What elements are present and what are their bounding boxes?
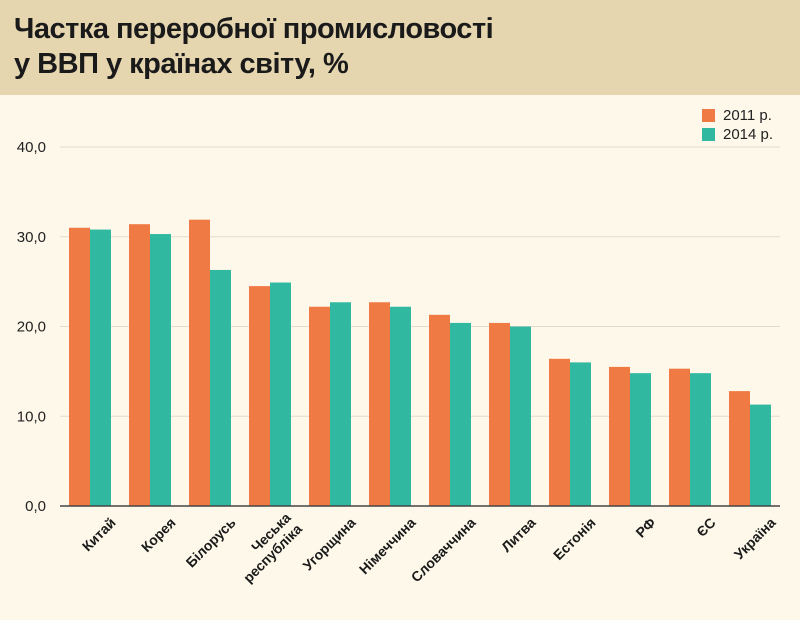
bar-2011: [69, 227, 90, 506]
x-tick-label-line: Угорщина: [300, 514, 359, 573]
x-tick-label: Білорусь: [182, 514, 238, 570]
x-tick-label-line: Німеччина: [356, 514, 419, 577]
x-tick-label-line: Україна: [731, 514, 779, 562]
legend-swatch-2011: [702, 109, 715, 122]
bar-2014: [210, 269, 231, 506]
x-tick-label: Чеськареспубліка: [229, 509, 306, 586]
bar-2014: [390, 306, 411, 506]
bar-2014: [90, 229, 111, 506]
x-tick-label-line: Словаччина: [408, 514, 479, 585]
x-tick-label-line: Білорусь: [182, 514, 238, 570]
bar-2011: [669, 368, 690, 506]
bar-2014: [750, 404, 771, 506]
x-tick-label-line: ЄС: [693, 514, 719, 540]
bar-2014: [570, 362, 591, 506]
x-tick-label: Китай: [79, 514, 119, 554]
bar-2011: [249, 286, 270, 506]
bar-2011: [609, 366, 630, 506]
x-tick-label-line: РФ: [632, 514, 658, 540]
x-tick-label-line: Китай: [79, 514, 119, 554]
chart-title-line-2: у ВВП у країнах світу, %: [14, 48, 349, 80]
x-tick-label: Литва: [498, 514, 539, 555]
bar-2011: [429, 314, 450, 506]
bar-2011: [489, 322, 510, 506]
chart-title-line-1: Частка переробної промисловості: [14, 13, 494, 45]
header-band: Частка переробної промисловості у ВВП у …: [0, 0, 800, 95]
x-tick-label: РФ: [632, 514, 658, 540]
legend-item-2014: 2014 р.: [702, 125, 773, 144]
legend-swatch-2014: [702, 128, 715, 141]
x-tick-label-line: Естонія: [550, 514, 599, 563]
y-tick-label: 0,0: [25, 498, 46, 515]
bar-2014: [330, 302, 351, 506]
bar-2011: [729, 391, 750, 506]
legend-label-2011: 2011 р.: [723, 107, 772, 124]
bar-2011: [369, 302, 390, 506]
bar-2014: [150, 234, 171, 506]
chart-title: Частка переробної промисловості у ВВП у …: [14, 12, 494, 82]
x-tick-label-line: Корея: [138, 514, 179, 555]
x-tick-label: Естонія: [550, 514, 599, 563]
y-tick-label: 20,0: [17, 319, 46, 336]
x-tick-label: Словаччина: [408, 514, 479, 585]
x-tick-label: Угорщина: [300, 514, 359, 573]
bar-2011: [549, 358, 570, 506]
bar-2011: [309, 306, 330, 506]
legend-item-2011: 2011 р.: [702, 106, 773, 125]
bar-2011: [189, 219, 210, 506]
bar-2014: [630, 373, 651, 506]
x-tick-label: Україна: [731, 514, 779, 562]
y-tick-label: 30,0: [17, 229, 46, 246]
y-tick-label: 40,0: [17, 139, 46, 156]
x-tick-label-line: Литва: [498, 514, 539, 555]
bar-2011: [129, 224, 150, 506]
bar-2014: [270, 282, 291, 506]
bar-2014: [450, 322, 471, 506]
legend-label-2014: 2014 р.: [723, 126, 774, 143]
bar-2014: [690, 373, 711, 506]
bar-2014: [510, 326, 531, 506]
x-tick-label: Корея: [138, 514, 179, 555]
y-tick-label: 10,0: [17, 408, 46, 425]
x-tick-label: ЄС: [693, 514, 719, 540]
x-tick-label: Німеччина: [356, 514, 419, 577]
legend: 2011 р. 2014 р.: [702, 106, 773, 144]
